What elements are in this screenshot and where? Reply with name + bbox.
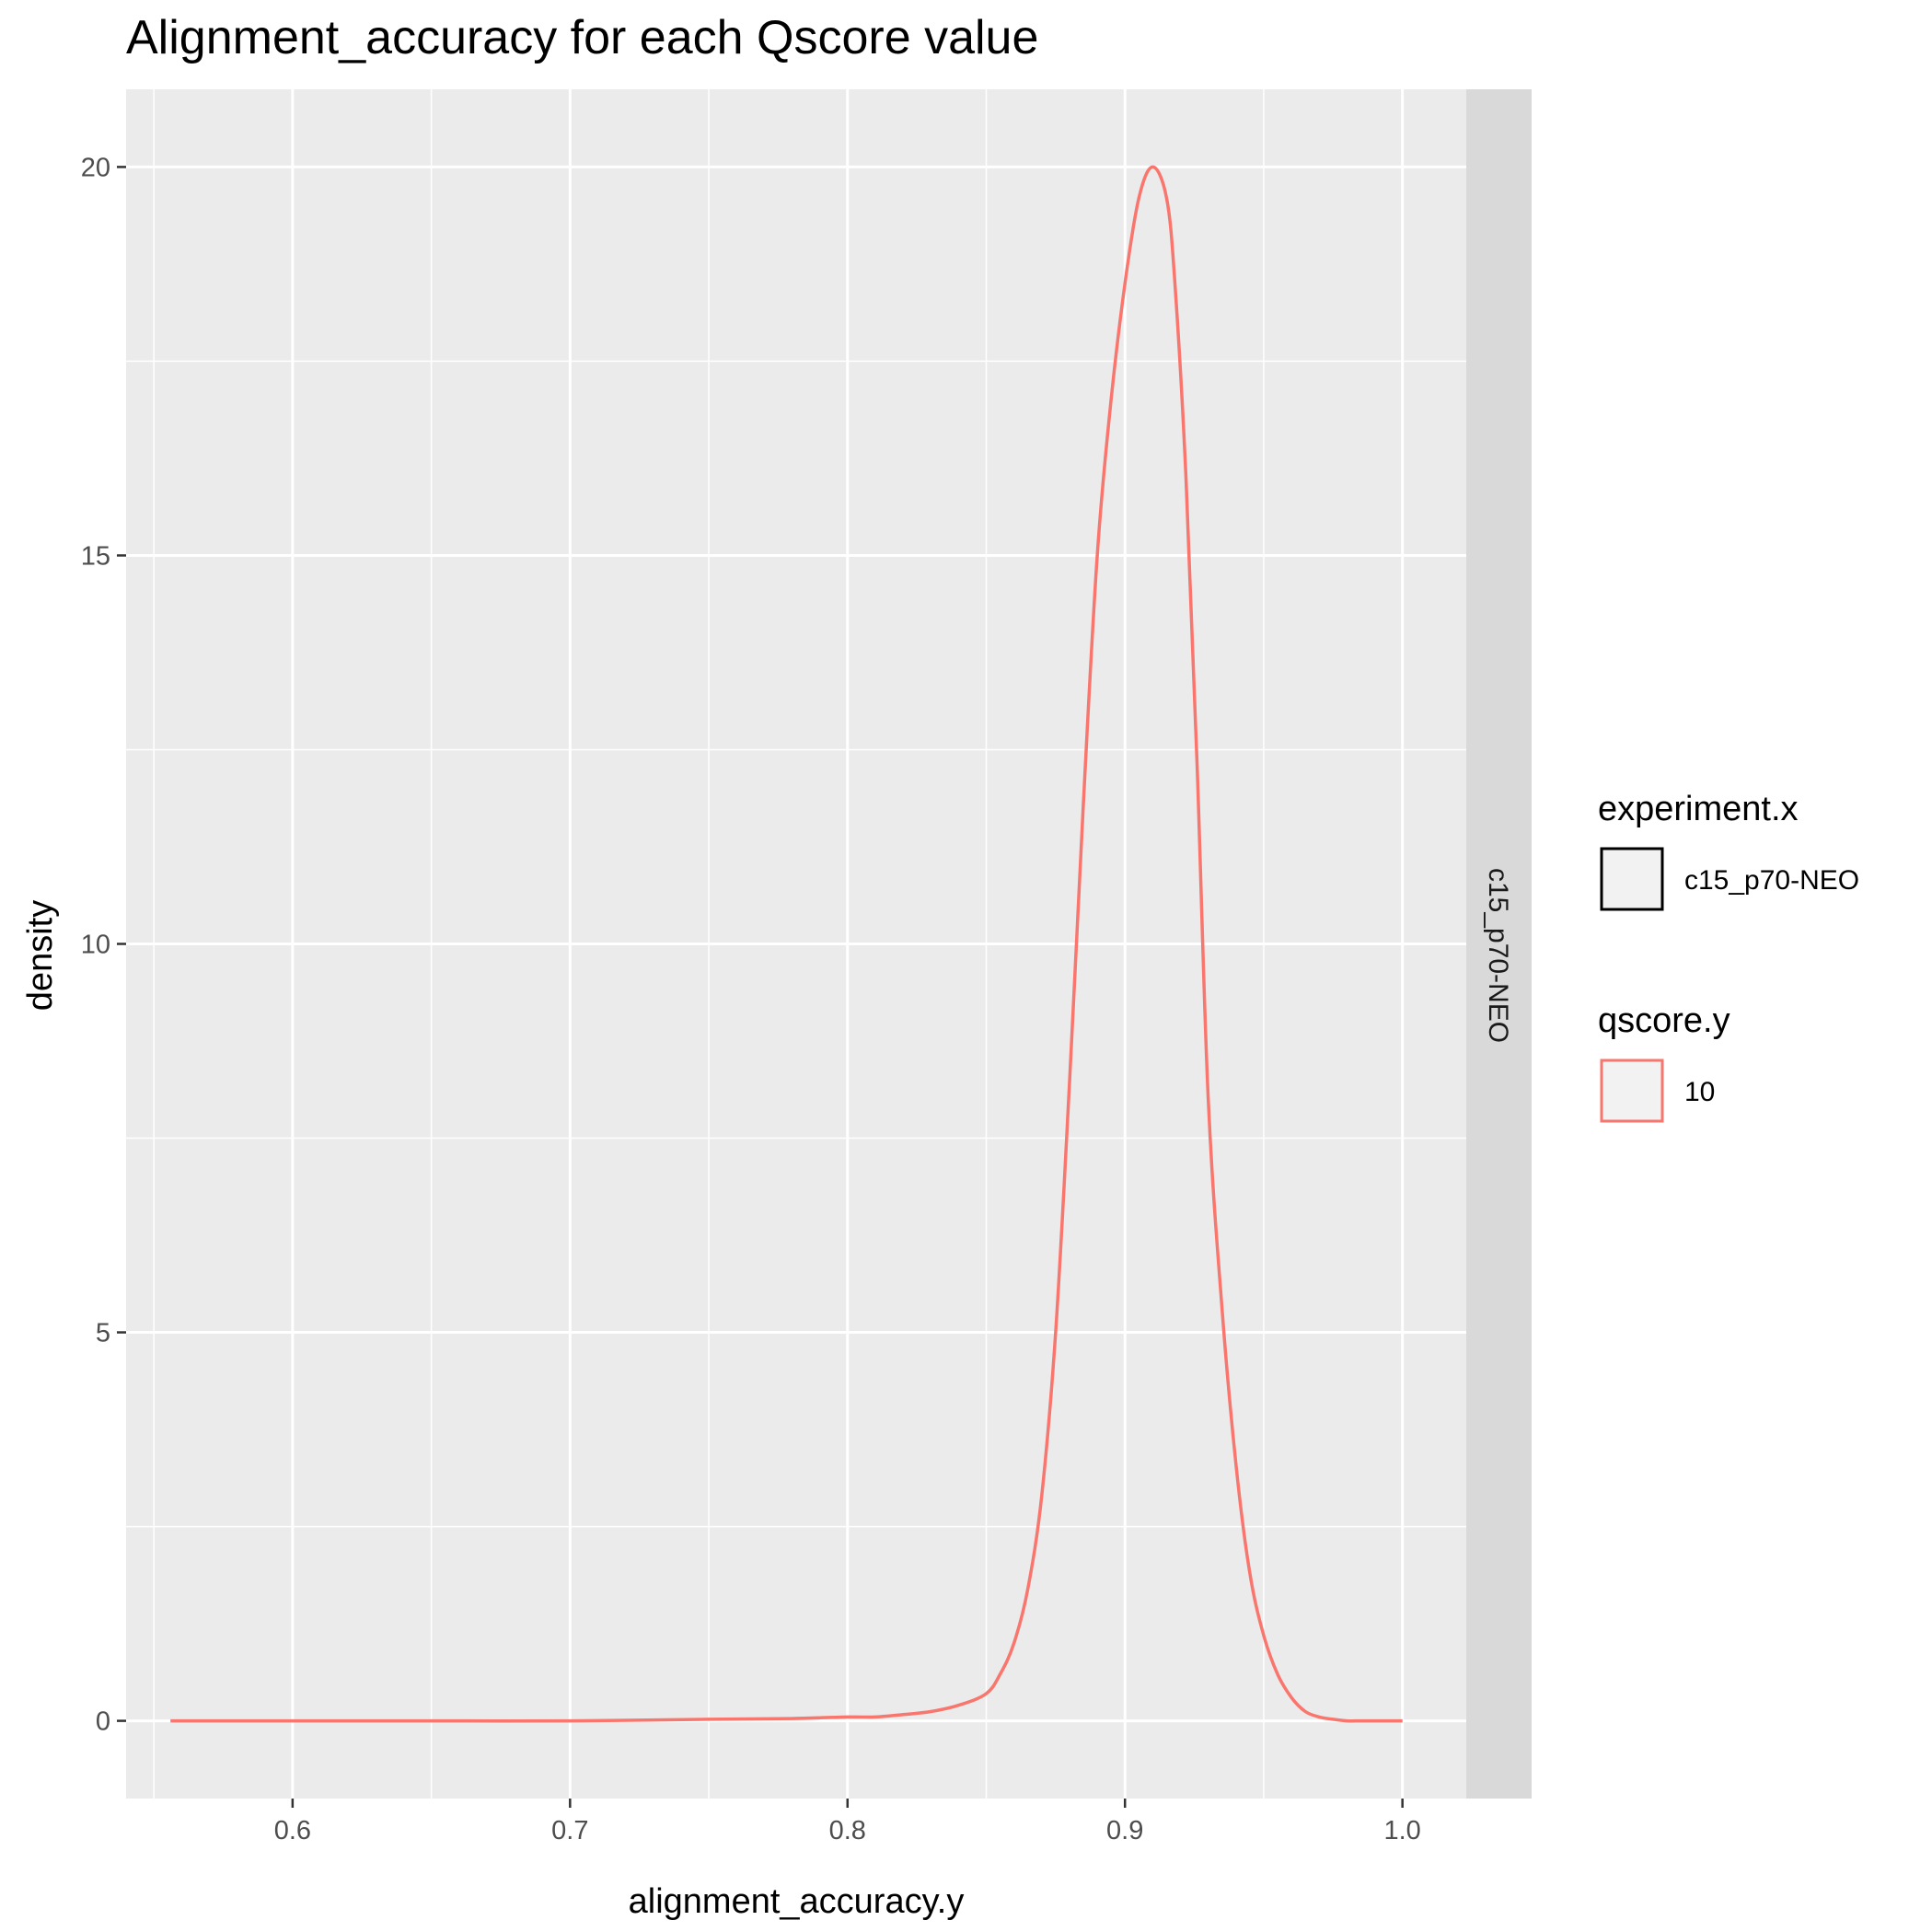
series-layer bbox=[170, 165, 1403, 1723]
x-axis-title: alignment_accuracy.y bbox=[629, 1882, 965, 1921]
x-tick-label: 0.7 bbox=[551, 1816, 588, 1845]
x-axis-ticks: 0.6 0.7 0.8 0.9 1.0 bbox=[274, 1799, 1421, 1845]
legend-title-qscore: qscore.y bbox=[1598, 1001, 1730, 1040]
legend-key-qscore bbox=[1600, 1059, 1664, 1123]
major-gridlines bbox=[126, 89, 1466, 1799]
x-tick-label: 0.8 bbox=[829, 1816, 866, 1845]
y-tick-label: 5 bbox=[96, 1319, 110, 1348]
legend: experiment.x c15_p70-NEO qscore.y 10 bbox=[1598, 790, 1859, 1123]
y-tick-label: 15 bbox=[81, 541, 110, 571]
y-tick-label: 20 bbox=[81, 153, 110, 182]
x-tick-label: 0.9 bbox=[1106, 1816, 1143, 1845]
y-tick-label: 0 bbox=[96, 1707, 110, 1737]
chart-title: Alignment_accuracy for each Qscore value bbox=[126, 11, 1038, 64]
legend-title-experiment: experiment.x bbox=[1598, 790, 1799, 828]
facet-strip bbox=[1466, 89, 1532, 1799]
y-axis-title: density bbox=[21, 900, 60, 1011]
legend-label-experiment: c15_p70-NEO bbox=[1684, 865, 1859, 896]
x-tick-label: 0.6 bbox=[274, 1816, 311, 1845]
y-axis-ticks: 0 5 10 15 20 bbox=[81, 153, 126, 1737]
x-tick-label: 1.0 bbox=[1384, 1816, 1421, 1845]
legend-label-qscore: 10 bbox=[1684, 1077, 1715, 1107]
facet-strip-label: c15_p70-NEO bbox=[1483, 868, 1513, 1043]
density-line-qscore-10 bbox=[170, 165, 1403, 1723]
y-tick-label: 10 bbox=[81, 931, 110, 960]
legend-key-experiment bbox=[1600, 847, 1664, 911]
